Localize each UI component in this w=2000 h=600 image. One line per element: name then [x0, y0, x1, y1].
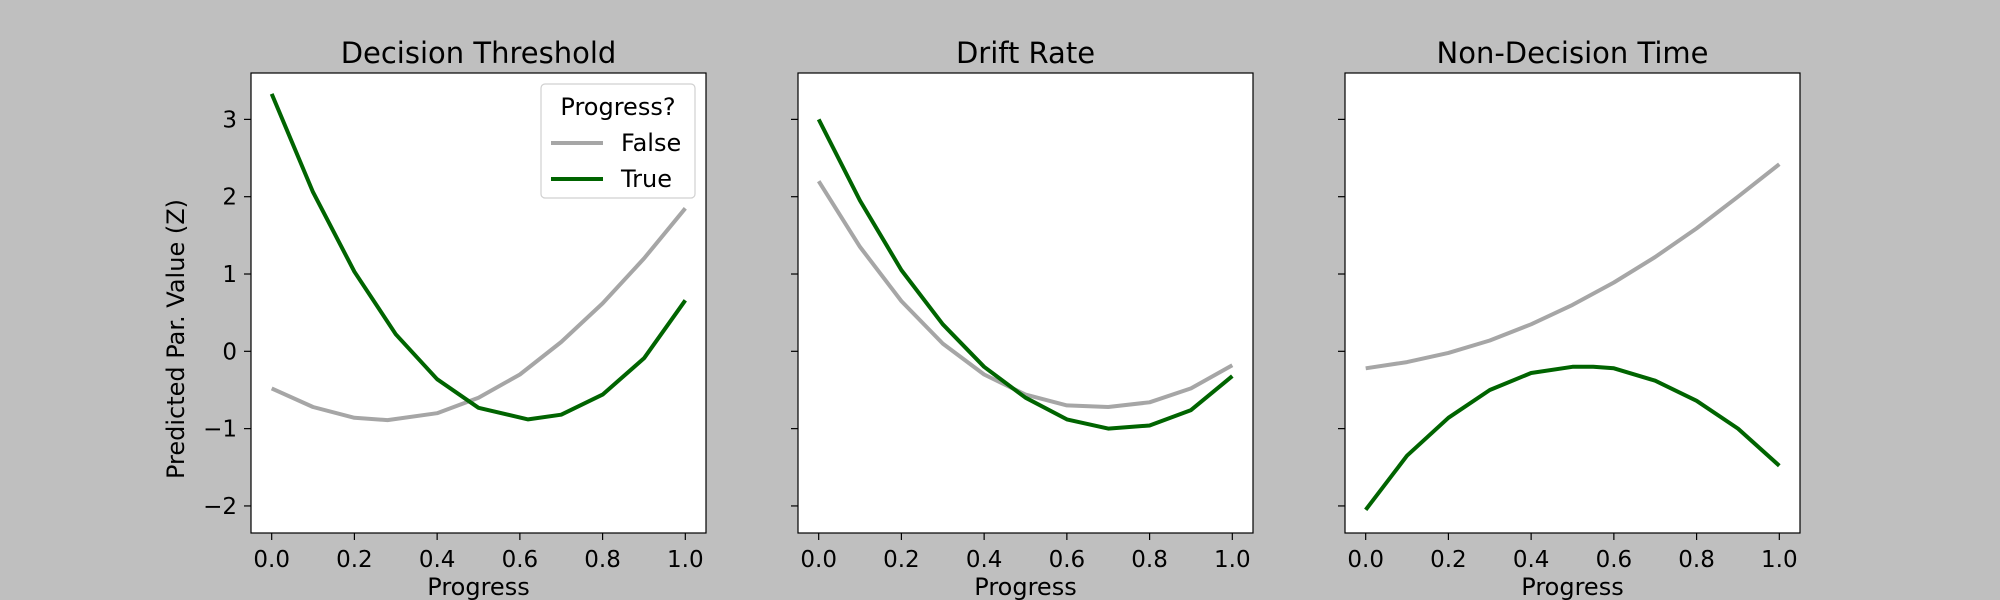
panel-3: Non-Decision Time 0.0 0.2 0.4 0.6 0.8 1.0 Progr…	[1338, 36, 1801, 600]
legend-title: Progress?	[560, 93, 675, 121]
x-tick-label: 0.0	[253, 547, 290, 573]
y-tick-label: 1	[222, 262, 237, 288]
series-line-false	[270, 207, 687, 423]
y-tick-label: −1	[203, 417, 237, 443]
series-line-true	[1364, 364, 1781, 512]
legend-label-true: True	[620, 165, 672, 193]
x-axis-label: Progress	[1521, 573, 1623, 600]
x-tick-label: 0.8	[1678, 547, 1715, 573]
x-tick-label: 1.0	[667, 547, 704, 573]
y-tick-label: 3	[222, 107, 237, 133]
y-tick-label: 0	[222, 339, 237, 365]
series-line-true	[816, 118, 1234, 431]
x-tick-label: 1.0	[1761, 547, 1798, 573]
x-tick-label: 0.4	[1513, 547, 1550, 573]
x-tick-label: 0.6	[1596, 547, 1633, 573]
y-axis-label: Predicted Par. Value (Z)	[162, 199, 190, 479]
panel-title: Drift Rate	[956, 36, 1095, 70]
legend: Progress? False True	[540, 83, 696, 199]
y-tick-label: 2	[222, 185, 237, 211]
x-axis-label: Progress	[974, 573, 1076, 600]
panel-title: Non-Decision Time	[1437, 36, 1709, 70]
x-tick-label: 0.0	[1347, 547, 1384, 573]
x-tick-label: 0.4	[966, 547, 1003, 573]
x-tick-label: 0.8	[1131, 547, 1168, 573]
x-tick-label: 0.6	[1049, 547, 1086, 573]
x-tick-label: 1.0	[1214, 547, 1251, 573]
y-tick-label: −2	[203, 494, 237, 520]
series-line-false	[817, 180, 1234, 409]
panels: Decision Threshold 0.0 0.2 0.4 0.6 0.8 1.0 Prog…	[203, 36, 1801, 600]
x-tick-label: 0.2	[336, 547, 373, 573]
x-tick-label: 0.8	[584, 547, 621, 573]
x-tick-label: 0.4	[419, 547, 456, 573]
legend-frame	[540, 83, 696, 199]
x-tick-label: 0.0	[800, 547, 837, 573]
series-line-false	[1365, 162, 1781, 371]
x-axis-label: Progress	[427, 573, 529, 600]
plot-area	[797, 72, 1254, 534]
x-tick-label: 0.2	[1430, 547, 1467, 573]
legend-label-false: False	[621, 129, 681, 157]
panel-title: Decision Threshold	[341, 36, 617, 70]
x-tick-label: 0.2	[883, 547, 920, 573]
panel-2: Drift Rate 0.0 0.2 0.4 0.6 0.8 1.0 Progress	[791, 36, 1254, 600]
x-tick-label: 0.6	[502, 547, 539, 573]
series-line-true	[269, 93, 687, 422]
